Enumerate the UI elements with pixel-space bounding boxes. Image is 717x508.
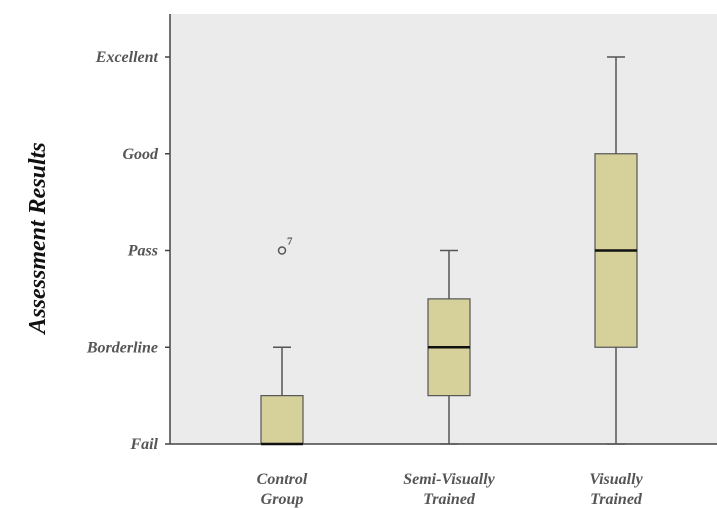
box-group: 7 xyxy=(260,236,304,446)
box-iqr xyxy=(260,395,304,445)
x-category-label-line: Trained xyxy=(423,491,476,508)
x-category-label-line: Control xyxy=(257,471,308,488)
outlier-point xyxy=(277,246,287,255)
y-tick-label: Excellent xyxy=(95,49,159,66)
y-tick-label: Fail xyxy=(129,436,158,453)
x-category-label: Semi-Visually Trained xyxy=(403,471,495,508)
box-group xyxy=(427,249,471,445)
y-tick-label: Pass xyxy=(127,243,158,260)
box-group xyxy=(594,56,638,445)
x-category-label-line: Visually xyxy=(589,471,643,488)
y-tick-label: Borderline xyxy=(86,339,158,356)
x-category-label-line: Semi-Visually xyxy=(403,471,495,488)
y-axis-title: Assessment Results xyxy=(25,142,51,335)
x-category-label: Visually Trained xyxy=(589,471,643,508)
x-category-label: Control Group xyxy=(257,471,308,508)
outlier-label: 7 xyxy=(287,236,293,248)
boxes: 7 xyxy=(260,56,638,446)
x-category-label-line: Group xyxy=(261,491,304,508)
y-axis-ticks: Fail Borderline Pass Good Excellent xyxy=(86,49,170,453)
y-tick-label: Good xyxy=(122,146,159,163)
x-category-label-line: Trained xyxy=(590,491,643,508)
